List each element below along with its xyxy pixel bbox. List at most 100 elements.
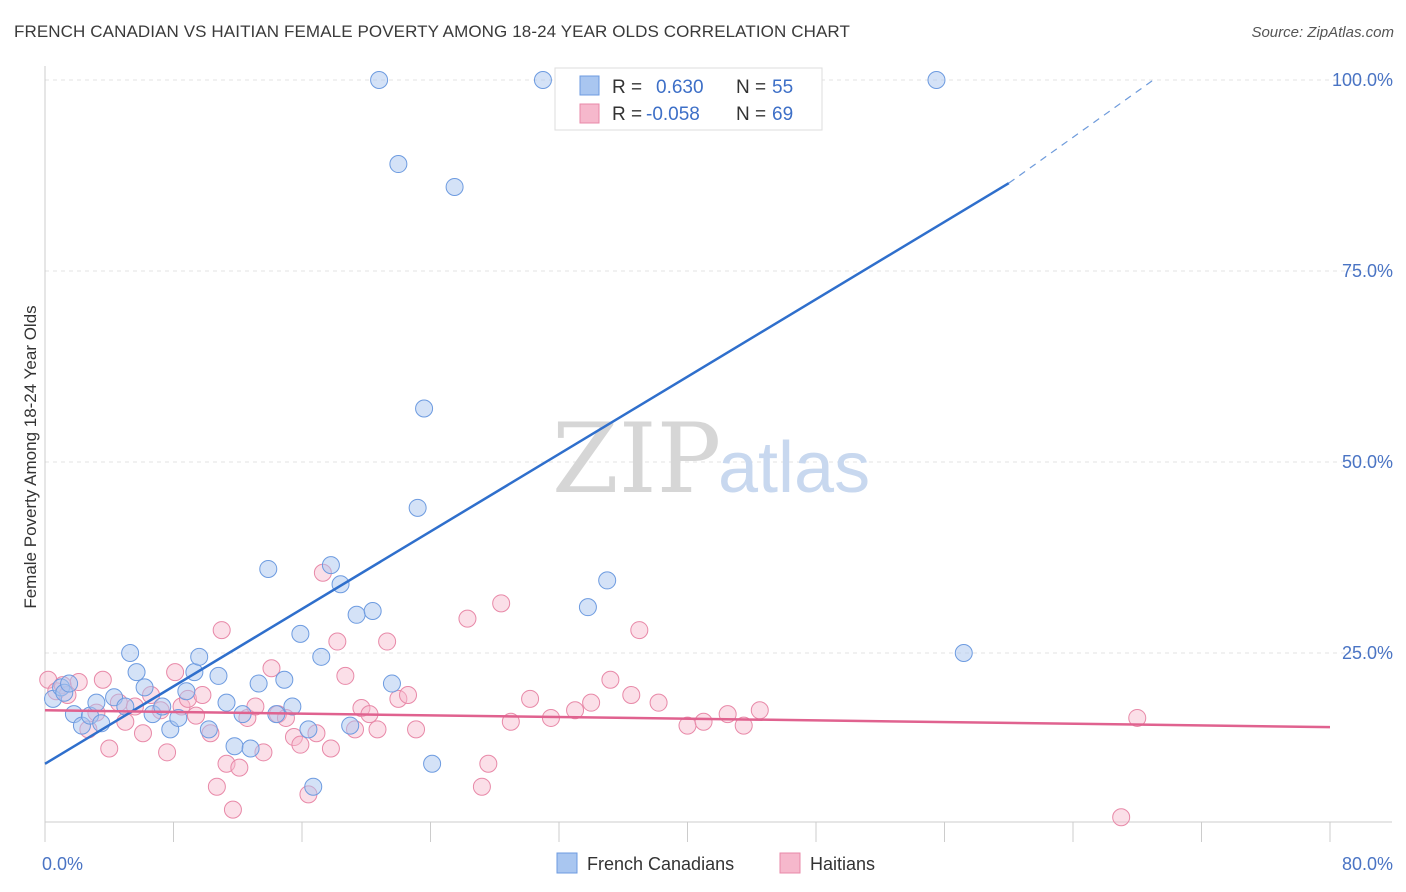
french-canadians-point-7 [87, 693, 106, 712]
chart-source: Source: ZipAtlas.com [1251, 24, 1394, 41]
haitians-point-68 [1128, 708, 1147, 727]
axes [44, 66, 1392, 842]
french-canadians-point-41 [370, 71, 389, 89]
trend-lines [44, 79, 1331, 765]
legend-r-value-1: 0.630 [656, 77, 704, 98]
french-canadians-point-24 [225, 737, 244, 756]
french-canadians-point-33 [299, 720, 318, 739]
french-canadians-point-40 [363, 601, 382, 620]
french-canadians-point-42 [382, 674, 401, 693]
french-canadians-point-12 [127, 663, 146, 682]
y-axis-title: Female Poverty Among 18-24 Year Olds [21, 305, 40, 608]
haitians-point-48 [407, 720, 426, 739]
haitians-point-39 [328, 632, 347, 651]
legend-swatch-pink [579, 103, 600, 124]
watermark-zip: ZIP [552, 403, 721, 515]
haitians-point-57 [582, 693, 601, 712]
bottom-legend-french-canadians: French Canadians [587, 854, 734, 874]
french-canadians-point-23 [217, 693, 236, 712]
legend-r-label-1: R = [612, 77, 642, 98]
x-tick-label-0: 0.0% [42, 854, 83, 874]
french-canadians-point-22 [209, 666, 228, 685]
french-canadians-point-13 [135, 678, 154, 697]
haitians-point-49 [458, 609, 477, 628]
legend-n-label-2: N = [736, 104, 766, 125]
watermark-atlas: atlas [718, 428, 870, 508]
haitians-point-60 [630, 621, 649, 640]
french-canadians-point-35 [312, 647, 331, 666]
haitians-point-16 [166, 663, 185, 682]
french-canadians-point-47 [445, 177, 464, 196]
haitians-point-34 [291, 735, 310, 754]
haitians-point-50 [472, 777, 491, 796]
grid-lines [45, 79, 1392, 654]
haitians-point-7 [93, 670, 112, 689]
french-canadians-point-17 [169, 708, 188, 727]
french-canadians-point-44 [408, 498, 427, 517]
french-canadians-point-26 [241, 739, 260, 758]
legend-n-value-1: 55 [772, 77, 793, 98]
haitians-point-25 [223, 800, 242, 819]
haitians-point-15 [158, 743, 177, 762]
watermark: ZIP atlas [552, 403, 870, 515]
french-canadians-point-18 [177, 682, 196, 701]
french-canadians-point-54 [954, 644, 973, 662]
x-tick-label-1: 80.0% [1342, 854, 1393, 874]
french-canadians-point-46 [423, 754, 442, 773]
french-canadians-point-53 [927, 71, 946, 89]
haitians-point-52 [492, 594, 511, 613]
y-tick-label-2: 75.0% [1342, 261, 1393, 281]
tick-labels: 25.0% 50.0% 75.0% 100.0% 0.0% 80.0% [42, 70, 1393, 874]
french-canadians-trend-line [44, 182, 1010, 765]
haitians-point-26 [230, 758, 249, 777]
haitians-point-54 [521, 689, 540, 708]
haitians-point-44 [368, 720, 387, 739]
haitians-point-38 [321, 739, 340, 758]
haitians-point-58 [601, 670, 620, 689]
french-canadians-point-32 [291, 624, 310, 643]
french-canadians-point-20 [190, 647, 209, 666]
legend-swatch-blue [579, 75, 600, 96]
y-tick-label-0: 25.0% [1342, 643, 1393, 663]
french-canadians-point-45 [415, 399, 434, 418]
chart-title: FRENCH CANADIAN VS HAITIAN FEMALE POVERT… [14, 22, 850, 41]
haitians-point-22 [207, 777, 226, 796]
french-canadians-point-50 [598, 571, 617, 590]
french-canadians-point-21 [199, 720, 218, 739]
haitians-point-33 [284, 728, 303, 747]
french-canadians-point-27 [249, 674, 268, 693]
french-canadians-point-31 [283, 697, 302, 716]
french-canadians-trend-extension [1008, 79, 1154, 184]
french-canadians-point-38 [341, 716, 360, 735]
legend-n-label-1: N = [736, 77, 766, 98]
haitians-point-67 [1112, 808, 1131, 827]
haitians-point-20 [193, 686, 212, 705]
haitians-point-65 [734, 716, 753, 735]
haitians-point-19 [186, 706, 205, 725]
bottom-legend-swatch-pink [779, 852, 801, 874]
correlation-legend: R = 0.630 N = 55 R = -0.058 N = 69 [554, 67, 823, 131]
y-tick-label-1: 50.0% [1342, 452, 1393, 472]
french-canadians-point-28 [259, 559, 278, 578]
french-canadians-point-48 [533, 71, 552, 89]
haitians-point-8 [100, 739, 119, 758]
haitians-point-12 [133, 724, 152, 743]
haitians-point-23 [212, 621, 231, 640]
haitians-point-51 [479, 754, 498, 773]
haitians-point-46 [389, 689, 408, 708]
series-legend: French Canadians Haitians [556, 852, 875, 874]
french-canadians-point-43 [389, 155, 408, 174]
french-canadians-point-49 [578, 598, 597, 617]
french-canadians-point-11 [121, 644, 140, 662]
haitians-point-66 [750, 701, 769, 720]
haitians-trend-line [44, 709, 1331, 729]
french-canadians-point-3 [60, 674, 79, 693]
legend-r-value-2: -0.058 [646, 104, 700, 125]
haitians-point-47 [399, 686, 418, 705]
legend-n-value-2: 69 [772, 104, 793, 125]
haitians-point-30 [262, 659, 281, 678]
legend-r-label-2: R = [612, 104, 642, 125]
french-canadians-point-36 [321, 556, 340, 575]
y-tick-label-3: 100.0% [1332, 70, 1393, 90]
